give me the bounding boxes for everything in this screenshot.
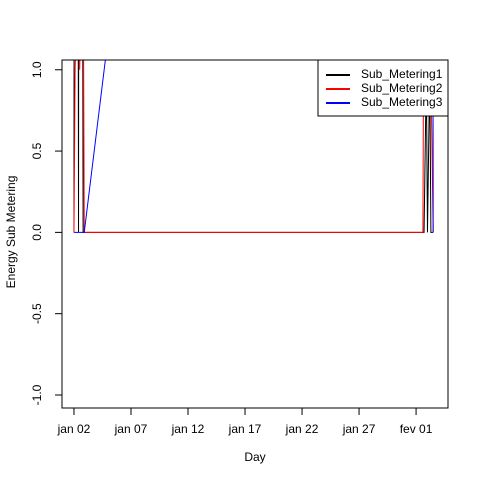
x-tick-label: jan 17 — [228, 422, 262, 436]
y-axis-label: Energy Sub Metering — [4, 176, 18, 289]
x-tick-label: jan 22 — [285, 422, 319, 436]
series-line — [73, 60, 434, 233]
x-axis-label: Day — [244, 450, 265, 464]
x-tick-label: fev 01 — [400, 422, 433, 436]
legend-label: Sub_Metering2 — [361, 81, 443, 95]
y-tick-label: 0.0 — [30, 224, 44, 241]
x-tick-label: jan 12 — [171, 422, 205, 436]
x-tick-label: jan 27 — [342, 422, 376, 436]
legend-label: Sub_Metering1 — [361, 67, 443, 81]
y-tick-label: 0.5 — [30, 142, 44, 159]
plot-box — [61, 59, 449, 409]
y-tick-label: 1.0 — [30, 61, 44, 78]
x-tick-label: jan 07 — [114, 422, 148, 436]
y-tick-label: -0.5 — [30, 303, 44, 324]
y-tick-label: -1.0 — [30, 384, 44, 405]
legend-label: Sub_Metering3 — [361, 95, 443, 109]
x-tick-label: jan 02 — [57, 422, 91, 436]
